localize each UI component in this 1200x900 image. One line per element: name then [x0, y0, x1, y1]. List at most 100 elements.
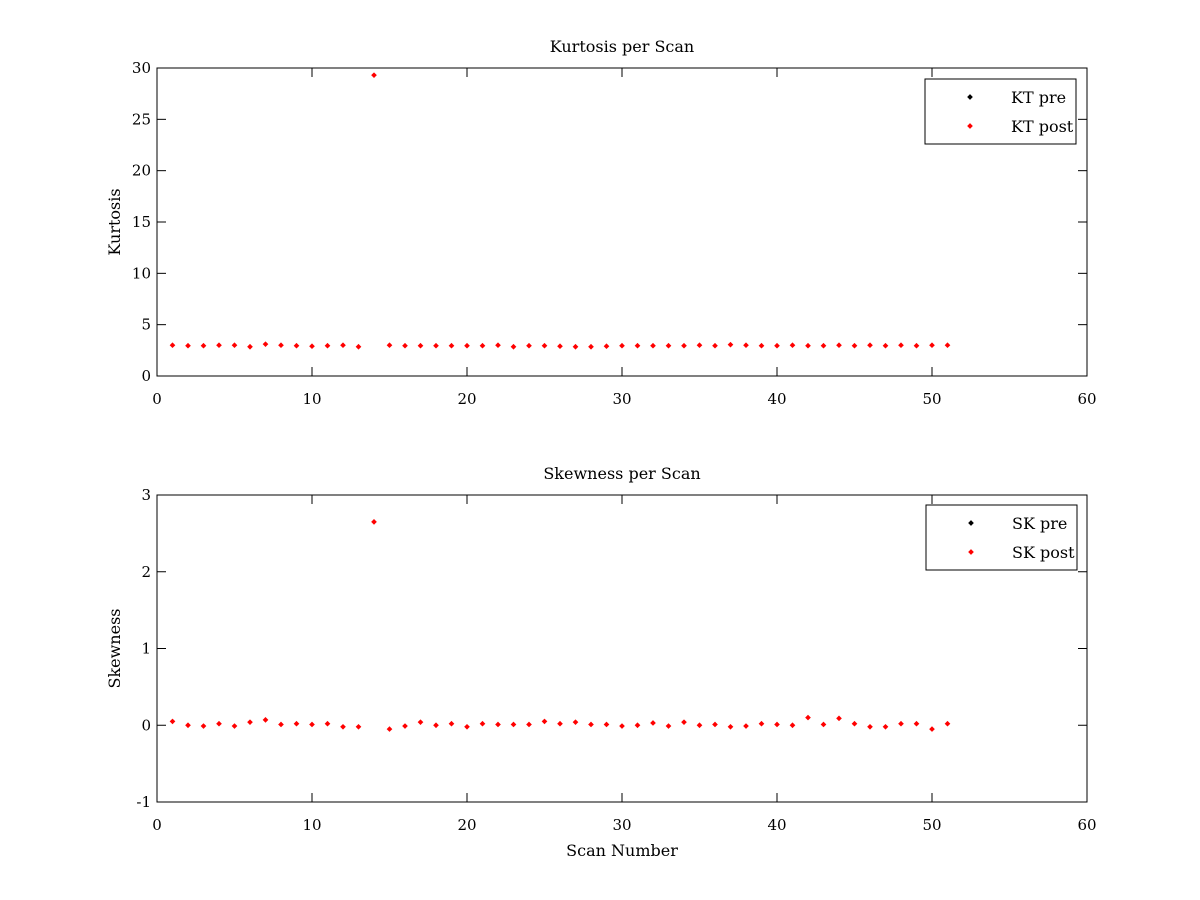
data-point: [262, 341, 269, 348]
data-point: [913, 720, 920, 727]
data-point: [402, 723, 408, 729]
data-point: [851, 342, 858, 349]
data-point: [448, 720, 455, 727]
data-point: [402, 342, 408, 349]
y-tick-label: 5: [141, 316, 151, 334]
data-point: [386, 342, 393, 349]
data-point: [200, 342, 207, 349]
data-point: [867, 723, 873, 730]
data-point: [355, 343, 362, 350]
data-point: [665, 723, 672, 729]
data-point: [743, 342, 749, 349]
y-tick-label: 1: [141, 640, 151, 658]
data-point: [836, 715, 842, 722]
legend-label: KT post: [1011, 117, 1074, 136]
data-point: [758, 342, 765, 349]
x-tick-label: 30: [612, 390, 631, 408]
data-point: [309, 343, 315, 350]
data-point: [526, 342, 532, 349]
data-point: [247, 343, 253, 350]
data-point: [588, 721, 594, 728]
data-point: [681, 719, 687, 726]
x-tick-label: 10: [302, 816, 321, 834]
data-point: [805, 342, 811, 349]
legend-label: SK pre: [1012, 514, 1067, 533]
data-point: [510, 721, 517, 728]
data-point: [340, 723, 346, 730]
y-tick-label: 20: [132, 162, 151, 180]
data-point: [696, 722, 703, 729]
y-axis-label: Kurtosis: [105, 188, 124, 255]
data-point: [712, 342, 718, 349]
data-point: [185, 722, 191, 729]
data-point: [743, 723, 749, 729]
data-point: [572, 343, 579, 350]
x-tick-label: 50: [922, 816, 941, 834]
data-point: [526, 721, 532, 728]
data-point: [417, 719, 424, 726]
data-point: [789, 342, 796, 349]
legend-marker: [967, 94, 973, 100]
x-tick-label: 0: [152, 390, 162, 408]
data-point: [231, 342, 238, 349]
chart-title: Kurtosis per Scan: [550, 37, 694, 56]
y-tick-label: 3: [141, 486, 151, 504]
chart-title: Skewness per Scan: [543, 464, 700, 483]
y-axis-label: Skewness: [105, 608, 124, 688]
data-point: [867, 342, 873, 349]
data-point: [882, 723, 889, 730]
legend-box: [924, 78, 1077, 145]
data-point: [371, 519, 377, 525]
x-tick-label: 40: [767, 390, 786, 408]
y-tick-label: 2: [141, 563, 151, 581]
x-tick-label: 50: [922, 390, 941, 408]
y-tick-label: 25: [132, 110, 151, 128]
data-point: [293, 342, 300, 349]
y-tick-label: 0: [141, 367, 151, 385]
data-point: [231, 723, 238, 729]
legend-box: [925, 504, 1078, 571]
data-point: [789, 722, 796, 729]
data-point: [200, 723, 207, 729]
data-point: [820, 342, 827, 349]
data-point: [929, 342, 935, 349]
data-point: [479, 720, 486, 727]
data-point: [433, 342, 439, 349]
data-point: [495, 342, 501, 349]
data-point: [479, 342, 486, 349]
x-tick-label: 40: [767, 816, 786, 834]
data-point: [185, 342, 191, 349]
data-point: [448, 342, 455, 349]
y-tick-label: 10: [132, 264, 151, 282]
legend-marker: [968, 549, 974, 555]
data-point: [371, 72, 377, 79]
x-tick-label: 30: [612, 816, 631, 834]
data-point: [169, 342, 176, 349]
x-tick-label: 60: [1077, 390, 1096, 408]
legend: KT pre KT post: [924, 78, 1077, 145]
data-point: [386, 726, 393, 732]
data-point: [650, 342, 656, 349]
data-point: [619, 342, 625, 349]
data-point: [603, 343, 610, 350]
legend-marker: [967, 123, 973, 129]
x-tick-label: 0: [152, 816, 162, 834]
data-point: [913, 342, 920, 349]
data-point: [805, 714, 811, 721]
data-point: [572, 719, 579, 726]
data-point: [588, 343, 594, 350]
data-point: [665, 342, 672, 349]
data-point: [433, 722, 439, 729]
data-point: [882, 342, 889, 349]
data-point: [216, 720, 222, 727]
data-point: [464, 723, 470, 730]
data-point: [541, 718, 548, 725]
y-tick-label: 15: [132, 213, 151, 231]
data-point: [619, 723, 625, 729]
legend-marker: [968, 520, 974, 526]
x-axis-label: Scan Number: [566, 841, 678, 860]
data-point: [712, 721, 718, 728]
data-point: [557, 343, 563, 350]
data-point: [247, 719, 253, 726]
